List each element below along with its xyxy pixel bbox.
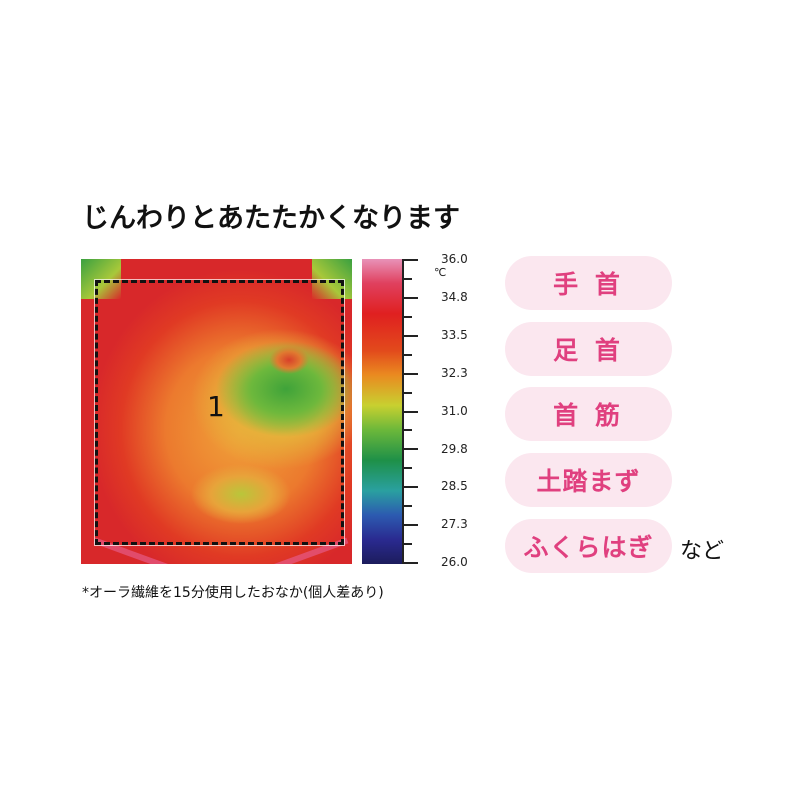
scale-tick <box>404 315 412 318</box>
body-part-pill: 土踏まず <box>505 453 672 507</box>
scale-tick-label: 34.8 <box>441 289 468 304</box>
body-part-pill: 足 首 <box>505 322 672 376</box>
scale-tick <box>404 277 412 280</box>
etc-label: など <box>680 539 725 564</box>
scale-tick <box>404 448 418 451</box>
scale-tick-label: 36.0 <box>441 252 468 266</box>
scale-tick <box>404 353 412 356</box>
body-part-pill: 首 筋 <box>505 387 672 441</box>
scale-tick <box>404 429 412 432</box>
scale-tick <box>404 296 418 299</box>
scale-tick-label: 33.5 <box>441 327 468 342</box>
scale-tick <box>404 486 418 489</box>
temperature-color-scale <box>362 259 402 564</box>
scale-tick <box>404 372 418 375</box>
scale-tick <box>404 562 418 564</box>
scale-ticks <box>402 259 418 564</box>
scale-tick <box>404 505 412 508</box>
thermal-corner <box>81 259 121 299</box>
scale-tick-label: 26.0 <box>441 555 468 570</box>
measurement-region-box <box>94 279 345 546</box>
thermal-image <box>81 259 352 564</box>
region-label: 1 <box>207 390 225 423</box>
scale-tick <box>404 524 418 527</box>
scale-tick-label: 32.3 <box>441 365 468 380</box>
headline: じんわりとあたたかくなります <box>82 203 460 234</box>
scale-tick <box>404 543 412 546</box>
scale-tick <box>404 334 418 337</box>
footnote: *オーラ繊維を15分使用したおなか(個人差あり) <box>82 585 384 601</box>
body-part-pill: ふくらはぎ <box>505 519 672 573</box>
scale-tick <box>404 259 418 261</box>
body-part-pill: 手 首 <box>505 256 672 310</box>
scale-tick-label: 29.8 <box>441 441 468 456</box>
scale-tick <box>404 467 412 470</box>
scale-tick-label: 28.5 <box>441 479 468 494</box>
scale-tick-label: 31.0 <box>441 403 468 418</box>
scale-tick <box>404 391 412 394</box>
scale-tick <box>404 410 418 413</box>
scale-tick-label: 27.3 <box>441 517 468 532</box>
unit-label: ℃ <box>434 266 447 279</box>
thermal-corner <box>312 259 352 299</box>
